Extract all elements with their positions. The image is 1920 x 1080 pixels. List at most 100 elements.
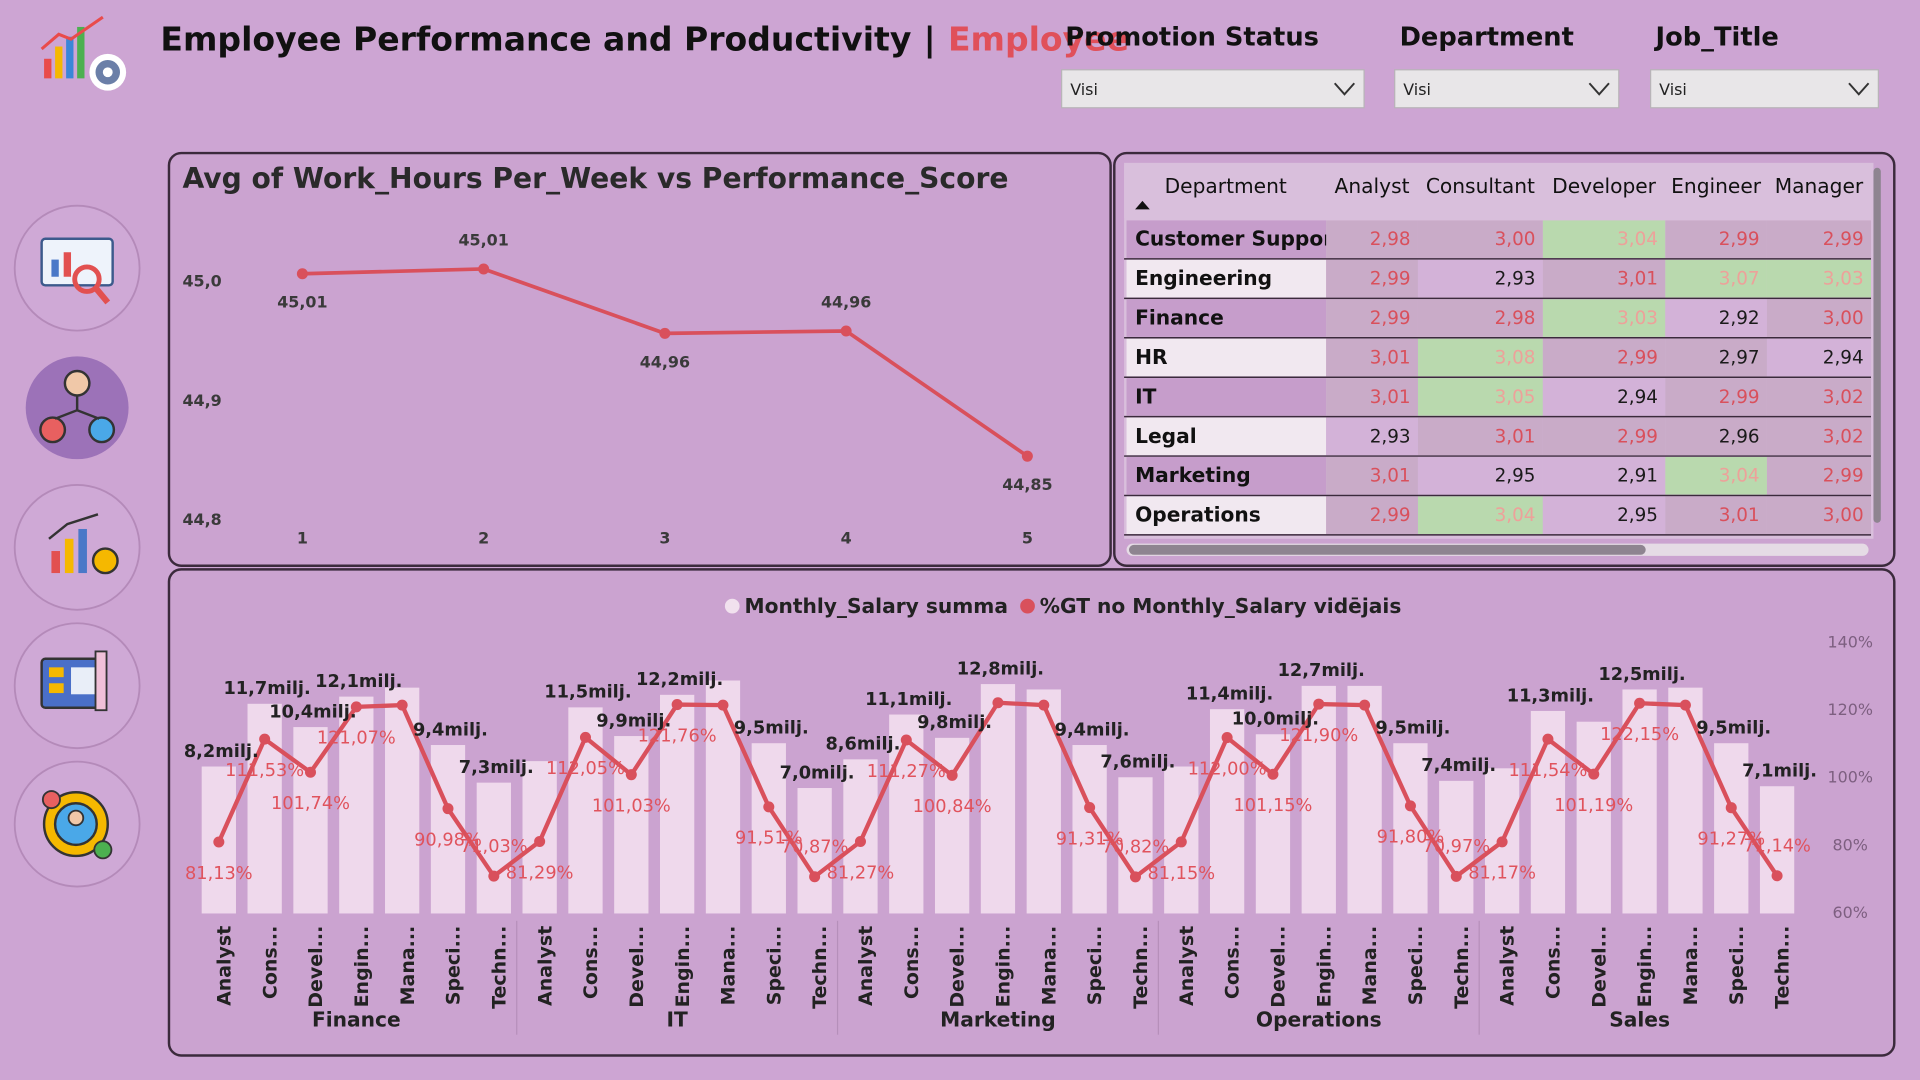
row-header: Engineering: [1135, 266, 1272, 290]
nav-icon[interactable]: [25, 356, 129, 460]
legend-label: %GT no Monthly_Salary vidējais: [1040, 594, 1402, 618]
filter-dropdown[interactable]: Visi: [1061, 69, 1365, 109]
line-point: [579, 731, 591, 743]
column-header: Manager: [1775, 174, 1864, 198]
cell-value: 2,97: [1719, 347, 1760, 368]
value-cell: [1542, 338, 1666, 377]
data-label: 12,5milj.: [1598, 665, 1685, 685]
x-tick-label: 2: [478, 528, 489, 547]
data-label: 7,3milj.: [459, 758, 534, 778]
nav-icon[interactable]: [13, 622, 141, 750]
x-tick-label: Devel...: [1588, 926, 1610, 1008]
value-cell: [1665, 456, 1767, 495]
nav-icon[interactable]: [13, 483, 141, 611]
cell-value: 2,99: [1370, 269, 1411, 290]
data-label: 101,15%: [1233, 796, 1312, 816]
data-label: 44,85: [1002, 475, 1052, 494]
nav-icon[interactable]: [13, 760, 141, 888]
value-cell: [1766, 220, 1872, 258]
value-cell: [1542, 496, 1666, 534]
value-cell: [1665, 220, 1767, 258]
value-cell: [1665, 338, 1767, 377]
x-tick-label: Techn...: [1772, 926, 1794, 1009]
dropdown-value: Visi: [1070, 80, 1098, 99]
x-tick-label: Cons...: [901, 926, 923, 999]
legend-marker: [724, 598, 740, 614]
x-tick-label: Techn...: [1130, 926, 1152, 1009]
line-point: [763, 801, 775, 813]
line-point: [1404, 800, 1416, 812]
y2-tick-label: 100%: [1827, 768, 1872, 787]
bar: [1209, 709, 1245, 914]
value-cell: [1326, 496, 1418, 534]
row-header: Marketing: [1135, 463, 1251, 487]
filter-dropdown[interactable]: Visi: [1650, 69, 1879, 109]
cell-value: 3,02: [1823, 387, 1864, 408]
dropdown-value: Visi: [1403, 80, 1431, 99]
bar: [797, 788, 832, 914]
bar: [1668, 687, 1703, 914]
data-label: 81,15%: [1147, 864, 1215, 884]
line-point: [1771, 870, 1783, 882]
data-label: 121,07%: [317, 729, 396, 749]
cell-value: 3,01: [1719, 505, 1760, 526]
x-tick-label: Devel...: [1268, 926, 1290, 1008]
column-header: Analyst: [1335, 174, 1410, 198]
data-label: 90,98%: [414, 831, 482, 851]
sidebar: [13, 204, 141, 888]
data-label: 111,54%: [1508, 761, 1587, 781]
group-label: Sales: [1609, 1008, 1670, 1032]
row-header-cell: [1126, 456, 1327, 495]
x-tick-label: Cons...: [259, 926, 281, 999]
data-label: 81,17%: [1468, 864, 1536, 884]
value-cell: [1665, 378, 1767, 416]
v-scrollbar-thumb[interactable]: [1873, 167, 1881, 523]
x-tick-label: Mana...: [718, 926, 740, 1006]
bar: [1072, 745, 1107, 914]
cell-value: 2,99: [1370, 308, 1411, 329]
data-label: 111,53%: [225, 761, 304, 781]
data-label: 10,4milj.: [269, 702, 356, 722]
line-point: [1450, 870, 1462, 882]
cell-value: 2,99: [1823, 466, 1864, 487]
line-point: [1038, 699, 1050, 711]
value-cell: [1417, 220, 1543, 258]
cell-value: 2,99: [1617, 426, 1658, 447]
cell-value: 2,98: [1495, 308, 1536, 329]
title-separator: |: [924, 19, 936, 58]
value-cell: [1417, 338, 1543, 377]
value-cell: [1542, 378, 1666, 416]
row-header: Customer Support: [1135, 227, 1343, 251]
filter-label: Job_Title: [1654, 22, 1779, 52]
bar: [1347, 685, 1382, 914]
cell-value: 2,99: [1617, 347, 1658, 368]
nav-icon[interactable]: [13, 204, 141, 332]
data-label: 12,8milj.: [957, 659, 1044, 679]
x-tick-label: Mana...: [1038, 926, 1060, 1006]
data-label: 45,01: [458, 230, 508, 249]
data-label: 81,13%: [185, 864, 253, 884]
cell-value: 3,02: [1823, 426, 1864, 447]
value-cell: [1665, 299, 1767, 337]
filter-dropdown[interactable]: Visi: [1394, 69, 1620, 109]
value-cell: [1542, 456, 1666, 495]
y-tick-label: 45,0: [182, 272, 221, 291]
cell-value: 2,92: [1719, 308, 1760, 329]
row-header-cell: [1126, 378, 1327, 416]
cell-value: 3,01: [1617, 269, 1658, 290]
cell-value: 2,98: [1370, 229, 1411, 250]
h-scrollbar-thumb[interactable]: [1128, 544, 1646, 555]
y-tick-label: 44,9: [182, 391, 221, 410]
line-point: [1175, 836, 1187, 848]
bar: [660, 694, 695, 914]
x-tick-label: Speci...: [1405, 926, 1427, 1005]
line-point: [1634, 697, 1646, 709]
data-label: 70,87%: [781, 837, 849, 857]
group-label: IT: [666, 1008, 688, 1032]
bar: [1530, 710, 1566, 914]
line-point: [840, 325, 852, 337]
data-label: 7,0milj.: [780, 763, 855, 783]
line-point: [442, 803, 454, 815]
